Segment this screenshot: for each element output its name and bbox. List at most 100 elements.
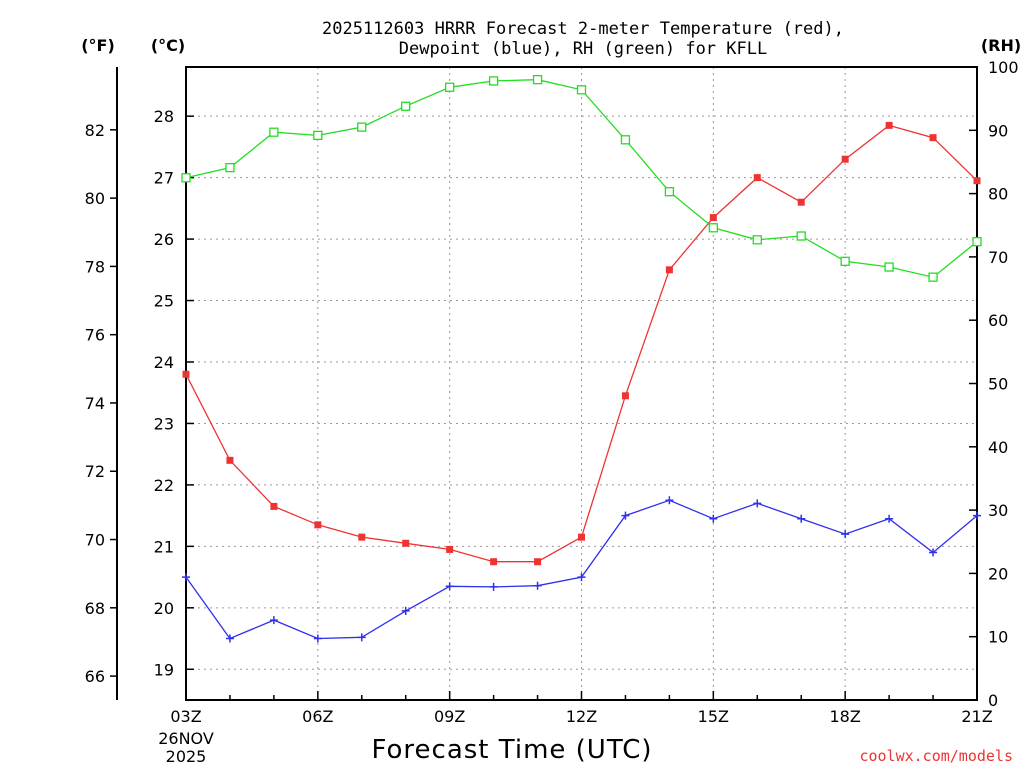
rh-tick-label: 10 [988,628,1008,647]
relative-humidity-point [884,262,894,272]
celsius-tick-label: 28 [154,107,174,126]
fahrenheit-tick-label: 78 [85,257,105,276]
dewpoint-line [185,499,978,640]
2-meter-temperature-point [665,266,673,274]
dewpoint-point [182,573,190,582]
x-tick-label: 15Z [698,707,729,726]
relative-humidity-point [313,130,323,141]
dewpoint-point [489,582,498,591]
2-meter-temperature-point [578,533,585,541]
2-meter-temperature-point [182,370,190,378]
relative-humidity-point [840,256,850,266]
celsius-tick-label: 25 [154,292,174,311]
2-meter-temperature-point [314,521,322,529]
celsius-tick-label: 20 [154,599,174,618]
x-tick-label: 18Z [830,707,861,726]
fahrenheit-unit-label: (°F) [81,36,115,55]
series-layer [181,75,982,643]
celsius-tick-label: 27 [154,169,174,188]
rh-tick-label: 90 [988,121,1008,140]
tick-labels: 03Z 06Z 09Z 12Z 15Z 18Z 21Z 19 20 21 22 23 24 25 26 27 2… [85,58,1019,726]
celsius-tick-label: 24 [154,353,174,372]
fahrenheit-tick-label: 66 [85,667,105,686]
relative-humidity-point [225,162,235,173]
rh-tick-label: 20 [988,564,1008,583]
2-meter-temperature-point [270,502,278,510]
dewpoint-point [401,606,410,615]
relative-humidity-point [488,76,499,86]
dewpoint-point [929,548,938,557]
2-meter-temperature-point [841,155,849,163]
2-meter-temperature-point [753,174,761,182]
relative-humidity-point [752,235,762,245]
celsius-tick-label: 22 [154,476,174,495]
dewpoint-point [885,514,894,523]
relative-humidity-point [620,135,631,145]
dewpoint-point [225,634,234,643]
relative-humidity-point [269,127,279,137]
axes [110,66,978,701]
rh-tick-label: 100 [988,58,1019,77]
2-meter-temperature-point [358,533,366,541]
celsius-tick-label: 26 [154,230,174,249]
dewpoint-point [357,633,366,642]
fahrenheit-tick-label: 72 [85,462,105,481]
chart-title-line-1: 2025112603 HRRR Forecast 2-meter Tempera… [322,19,844,39]
x-tick-label: 21Z [961,707,992,726]
dewpoint-point [973,511,981,520]
relative-humidity-point [972,237,982,247]
fahrenheit-tick-label: 76 [85,326,105,345]
dewpoint-point [445,582,454,591]
fahrenheit-tick-label: 70 [85,531,105,550]
x-axis-title: Forecast Time (UTC) [371,735,652,765]
rh-tick-label: 60 [988,311,1008,330]
relative-humidity-point [181,173,191,183]
rh-tick-label: 40 [988,438,1008,457]
date-label-year: 2025 [166,747,207,766]
celsius-unit-label: (°C) [151,36,185,55]
relative-humidity-point [796,231,806,241]
2-meter-temperature-point [226,456,234,464]
dewpoint-point [533,581,542,590]
2-meter-temperature-point [402,539,410,547]
2-meter-temperature-point [534,558,542,566]
2-meter-temperature-point [621,392,629,400]
chart-title-line-2: Dewpoint (blue), RH (green) for KFLL [399,39,767,59]
dewpoint-point [665,496,674,505]
fahrenheit-tick-label: 74 [85,394,105,413]
celsius-tick-label: 19 [154,660,174,679]
fahrenheit-tick-label: 82 [85,121,105,140]
dewpoint-point [841,530,850,539]
credit-text: coolwx.com/models [859,747,1013,765]
dewpoint-point [797,514,806,523]
relative-humidity-point [532,75,543,85]
relative-humidity-point [401,101,411,111]
relative-humidity-point [928,272,938,282]
relative-humidity-point [445,82,455,92]
2-meter-temperature-point [973,177,981,185]
rh-tick-label: 30 [988,501,1008,520]
plot-frame [185,66,978,701]
relative-humidity-point [664,187,675,197]
dewpoint-point [577,573,586,582]
rh-tick-label: 50 [988,375,1008,394]
x-tick-label: 09Z [434,707,465,726]
rh-tick-label: 70 [988,248,1008,267]
fahrenheit-tick-label: 68 [85,599,105,618]
relative-humidity-point [576,85,587,95]
fahrenheit-tick-label: 80 [85,189,105,208]
x-tick-label: 06Z [302,707,333,726]
x-tick-label: 03Z [170,707,201,726]
dewpoint-point [621,511,630,520]
rh-unit-label: (RH) [981,36,1021,55]
gridlines [186,67,977,700]
dewpoint-point [313,634,322,643]
dewpoint-point [753,499,762,508]
2-meter-temperature-point [709,214,717,222]
2-meter-temperature-point [929,134,937,142]
2-meter-temperature-point [490,558,498,566]
2-meter-temperature-point [797,198,805,206]
x-tick-label: 12Z [566,707,597,726]
relative-humidity-point [357,122,367,132]
